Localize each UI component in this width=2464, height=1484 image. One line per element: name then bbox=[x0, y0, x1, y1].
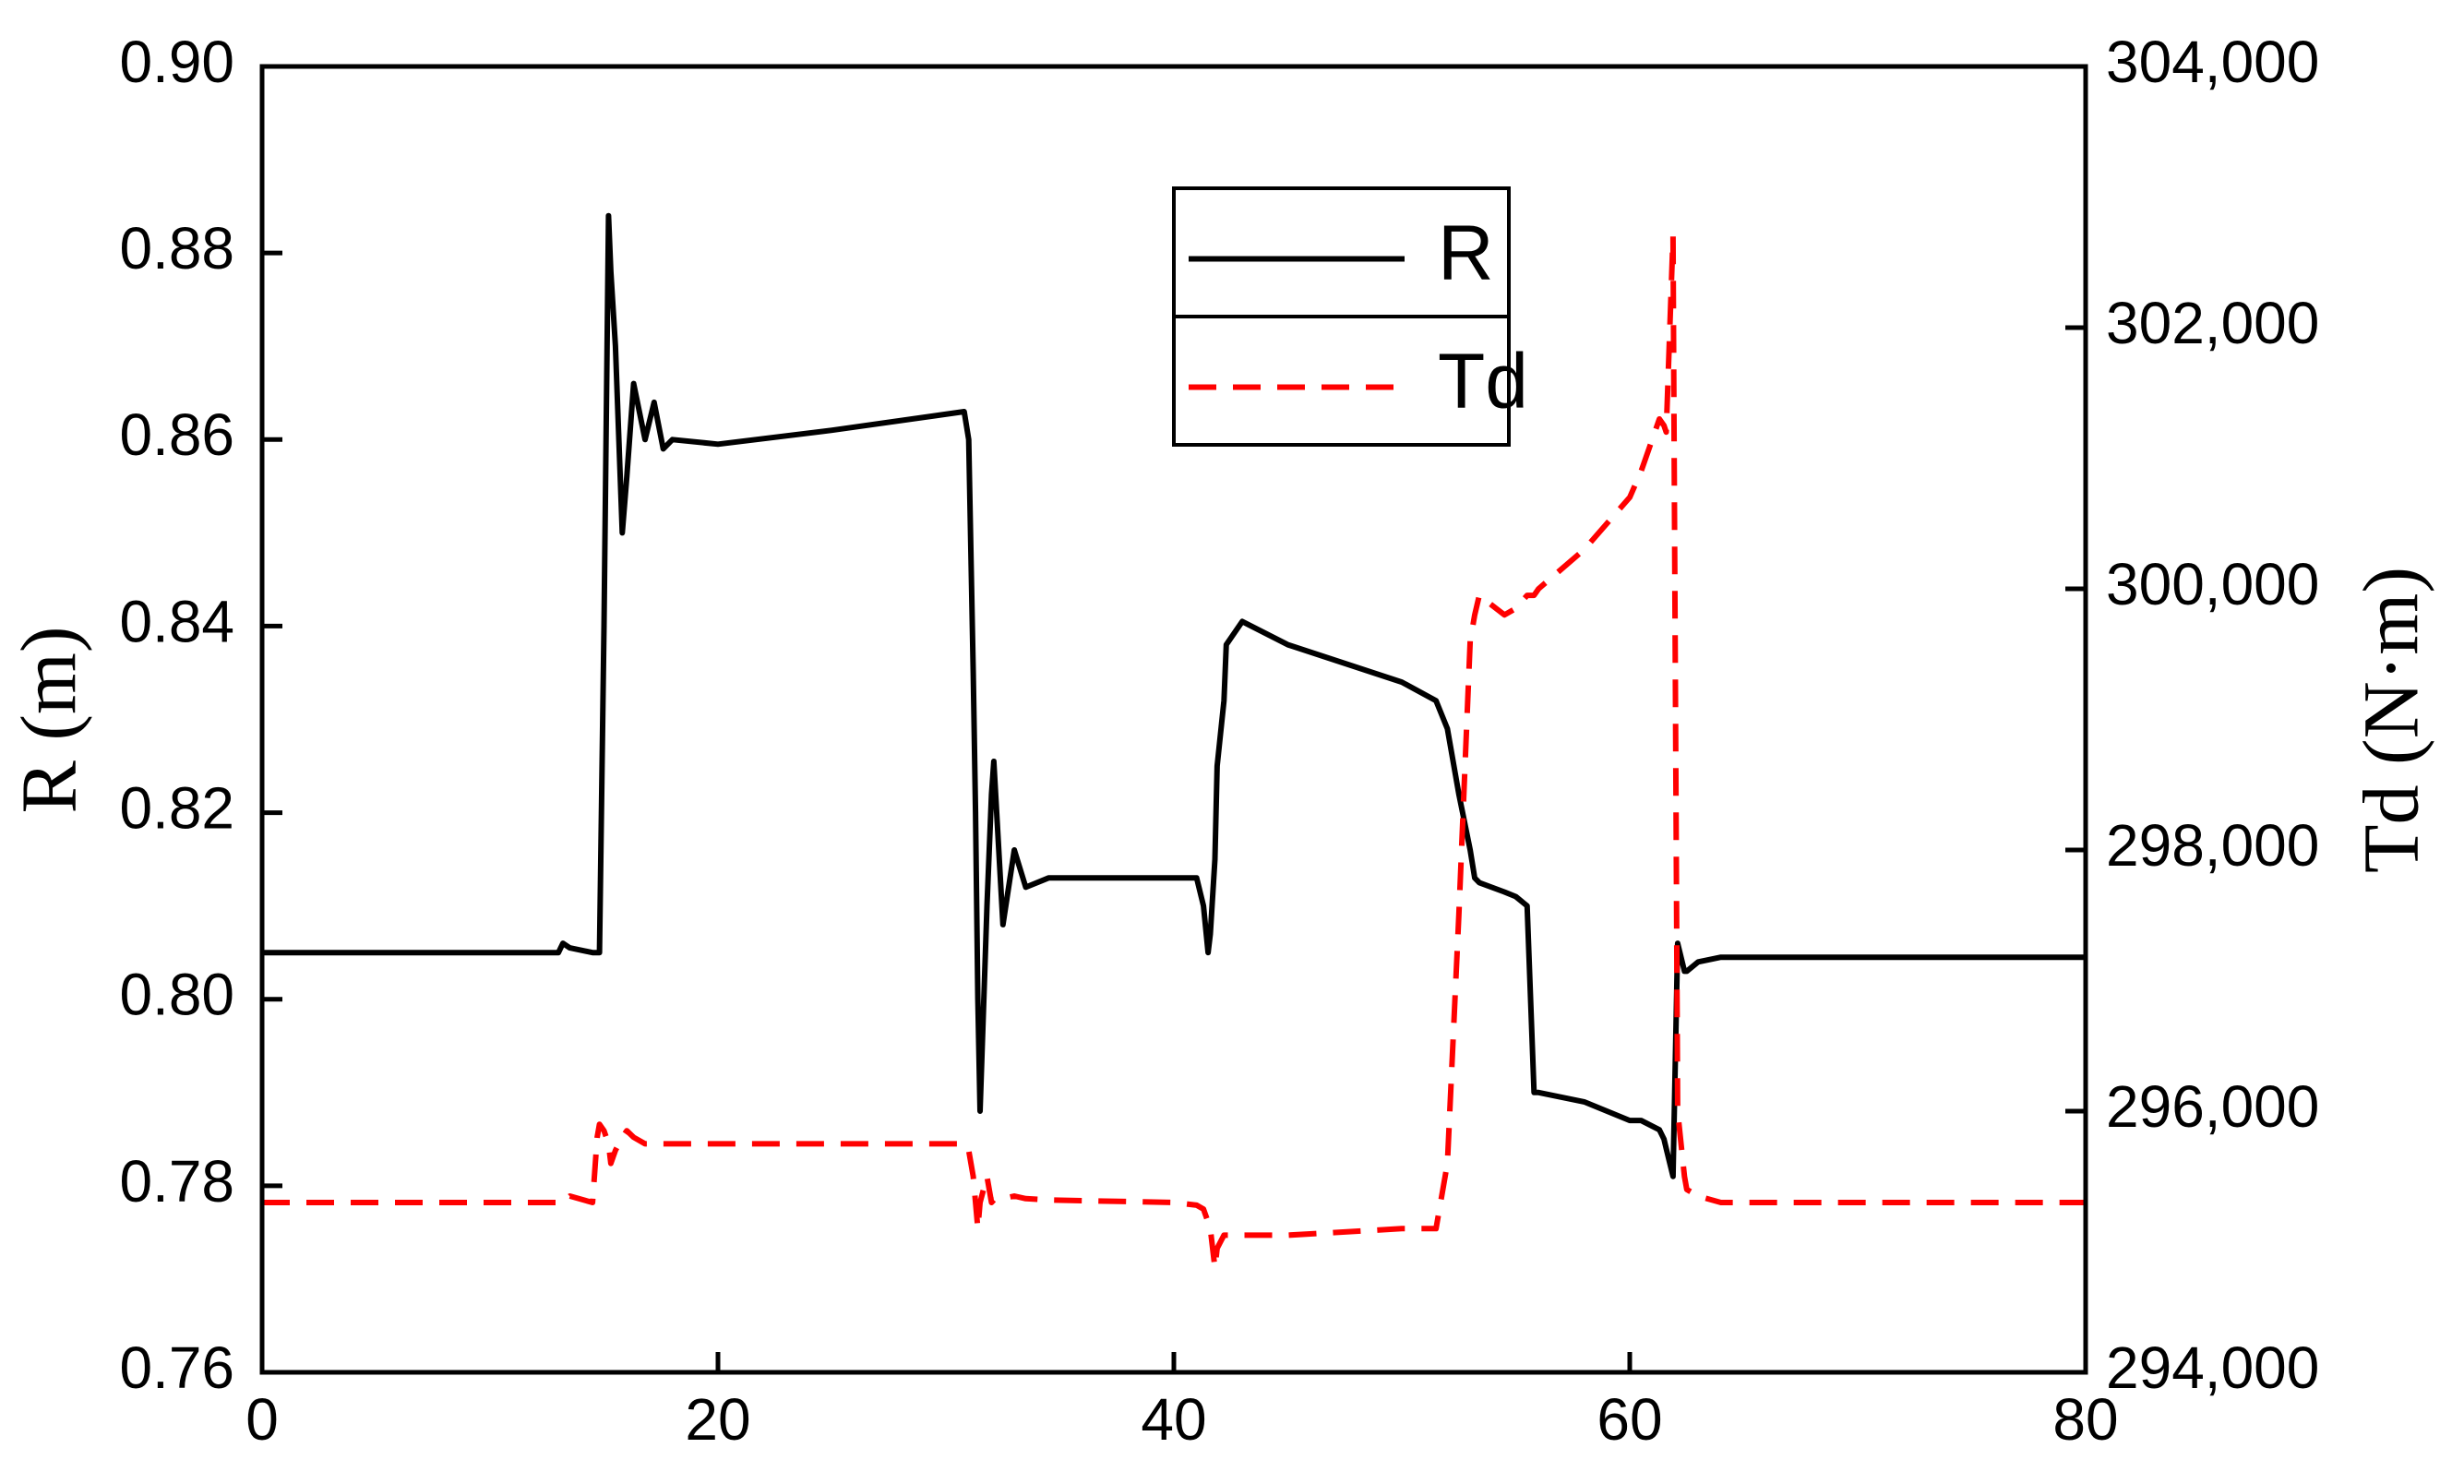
x-tick-label: 20 bbox=[685, 1386, 750, 1453]
series-line bbox=[262, 233, 2086, 1271]
y2-tick-label: 302,000 bbox=[2106, 290, 2319, 356]
y-tick-label: 0.82 bbox=[119, 774, 234, 841]
legend-label: Td bbox=[1438, 338, 1528, 425]
y-tick-label: 0.76 bbox=[119, 1334, 234, 1401]
y2-tick-label: 300,000 bbox=[2106, 551, 2319, 617]
y-tick-label: 0.84 bbox=[119, 588, 234, 654]
x-tick-label: 0 bbox=[245, 1386, 279, 1453]
plot-frame bbox=[259, 64, 2088, 1375]
y2-tick-label: 296,000 bbox=[2106, 1073, 2319, 1140]
y2-tick-label: 304,000 bbox=[2106, 29, 2319, 95]
y-tick-label: 0.90 bbox=[119, 29, 234, 95]
y-axis-label: R (m) bbox=[5, 626, 93, 813]
x-tick-label: 80 bbox=[2052, 1386, 2118, 1453]
legend-label: R bbox=[1438, 209, 1494, 296]
y-tick-label: 0.86 bbox=[119, 401, 234, 468]
y-tick-label: 0.80 bbox=[119, 962, 234, 1028]
y2-tick-label: 294,000 bbox=[2106, 1334, 2319, 1401]
y-tick-label: 0.78 bbox=[119, 1148, 234, 1215]
series-line bbox=[262, 212, 2086, 1179]
x-tick-label: 60 bbox=[1597, 1386, 1662, 1453]
y-tick-label: 0.88 bbox=[119, 215, 234, 281]
y2-axis-label: Td (N·m) bbox=[2347, 567, 2435, 873]
y2-tick-label: 298,000 bbox=[2106, 812, 2319, 879]
x-tick-label: 40 bbox=[1141, 1386, 1206, 1453]
